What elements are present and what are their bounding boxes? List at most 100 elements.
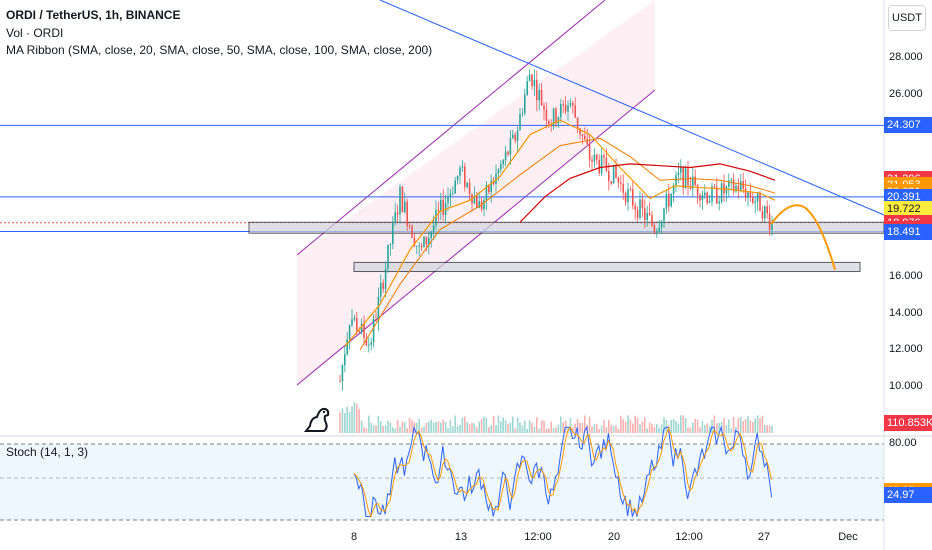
candle-body [663, 208, 665, 222]
volume-bar [540, 420, 543, 433]
candle-body [377, 296, 380, 321]
candle-body [490, 180, 492, 193]
candle-body [605, 157, 608, 172]
candle-body [730, 179, 732, 181]
candle-body [725, 186, 728, 194]
candle-body [528, 74, 531, 82]
candle-body [538, 89, 540, 101]
y-tick-label: 26.000 [889, 87, 923, 100]
volume-bar [416, 422, 418, 433]
support-zone-1 [353, 261, 861, 273]
candle-body [358, 331, 360, 333]
ma200-line [519, 163, 776, 223]
candle-body [478, 201, 480, 208]
volume-bar [641, 421, 644, 433]
candle-body [598, 159, 600, 174]
candle-body [696, 185, 699, 196]
volume-bar [598, 428, 600, 433]
candle-body [418, 245, 420, 247]
volume-bar [711, 419, 713, 433]
tradingview-logo-icon [303, 407, 330, 432]
candle-body [341, 365, 344, 382]
candle-body [639, 199, 641, 218]
candle-body [768, 213, 771, 230]
candle-body [723, 183, 725, 194]
candle-body [531, 74, 533, 87]
candle-body [588, 143, 591, 160]
volume-bar [672, 419, 675, 433]
candle-body [624, 192, 627, 203]
price-tag: 18.491 [884, 223, 932, 240]
candle-body [694, 176, 696, 186]
volume-bar [564, 420, 567, 433]
volume-bar [404, 422, 406, 433]
candle-body [749, 192, 752, 198]
volume-bar [420, 427, 423, 433]
candle-body [701, 195, 704, 201]
candle-body [596, 154, 598, 160]
candle-body [360, 323, 363, 333]
y-tick-label: 16.000 [889, 270, 923, 282]
candle-body [363, 323, 365, 338]
candle-body [562, 104, 564, 105]
price-tag: 24.307 [884, 117, 932, 134]
candle-body [344, 354, 346, 366]
volume-bar [339, 412, 341, 433]
volume-bar [752, 422, 754, 433]
candle-body [692, 176, 694, 189]
candle-body [651, 215, 653, 226]
candle-body [442, 199, 444, 215]
stoch-legend: Stoch (14, 1, 3) [6, 445, 89, 459]
candle-body [668, 193, 670, 207]
candle-body [620, 182, 622, 184]
volume-bar [574, 423, 576, 433]
volume-bar [557, 424, 560, 433]
candle-body [711, 186, 713, 202]
volume-bar [521, 425, 524, 433]
volume-bar [545, 428, 548, 433]
volume-bar [704, 424, 706, 433]
x-tick-label: 8 [350, 531, 358, 543]
candle-body [372, 319, 375, 343]
candle-body [615, 164, 617, 178]
candle-body [533, 79, 536, 87]
volume-bar [440, 422, 442, 433]
volume-bar [581, 422, 584, 433]
support-zone-0 [248, 221, 885, 234]
volume-bar [454, 415, 456, 433]
projection-path [770, 204, 836, 270]
volume-bar [584, 415, 586, 433]
volume-bar [425, 422, 428, 433]
candle-body [555, 108, 557, 124]
volume-bar [430, 419, 432, 433]
volume-bar [399, 426, 401, 433]
volume-bar [701, 421, 704, 433]
candle-body [718, 201, 720, 204]
candle-body [346, 339, 348, 355]
candle-body [454, 180, 456, 194]
candle-body [548, 120, 550, 125]
candle-body [569, 103, 572, 106]
volume-bar [550, 421, 552, 433]
currency-selector[interactable]: USDT [888, 5, 926, 31]
volume-bar [682, 415, 684, 433]
candle-body [648, 213, 651, 216]
volume-bar [725, 425, 728, 433]
candle-body [634, 205, 636, 210]
volume-bar [437, 421, 440, 433]
candle-body [401, 186, 404, 213]
volume-bar [473, 423, 476, 433]
volume-bar [471, 422, 473, 433]
candle-body [384, 269, 387, 290]
volume-bar [488, 427, 490, 433]
volume-bar [370, 422, 372, 433]
volume-bar [696, 419, 699, 433]
candle-body [593, 154, 596, 162]
volume-bar [512, 416, 514, 433]
volume-bar [375, 425, 377, 433]
volume-bar [406, 428, 408, 433]
volume-bar [615, 425, 617, 433]
stoch-tag: 24.97 [884, 487, 932, 504]
candle-body [728, 180, 730, 187]
